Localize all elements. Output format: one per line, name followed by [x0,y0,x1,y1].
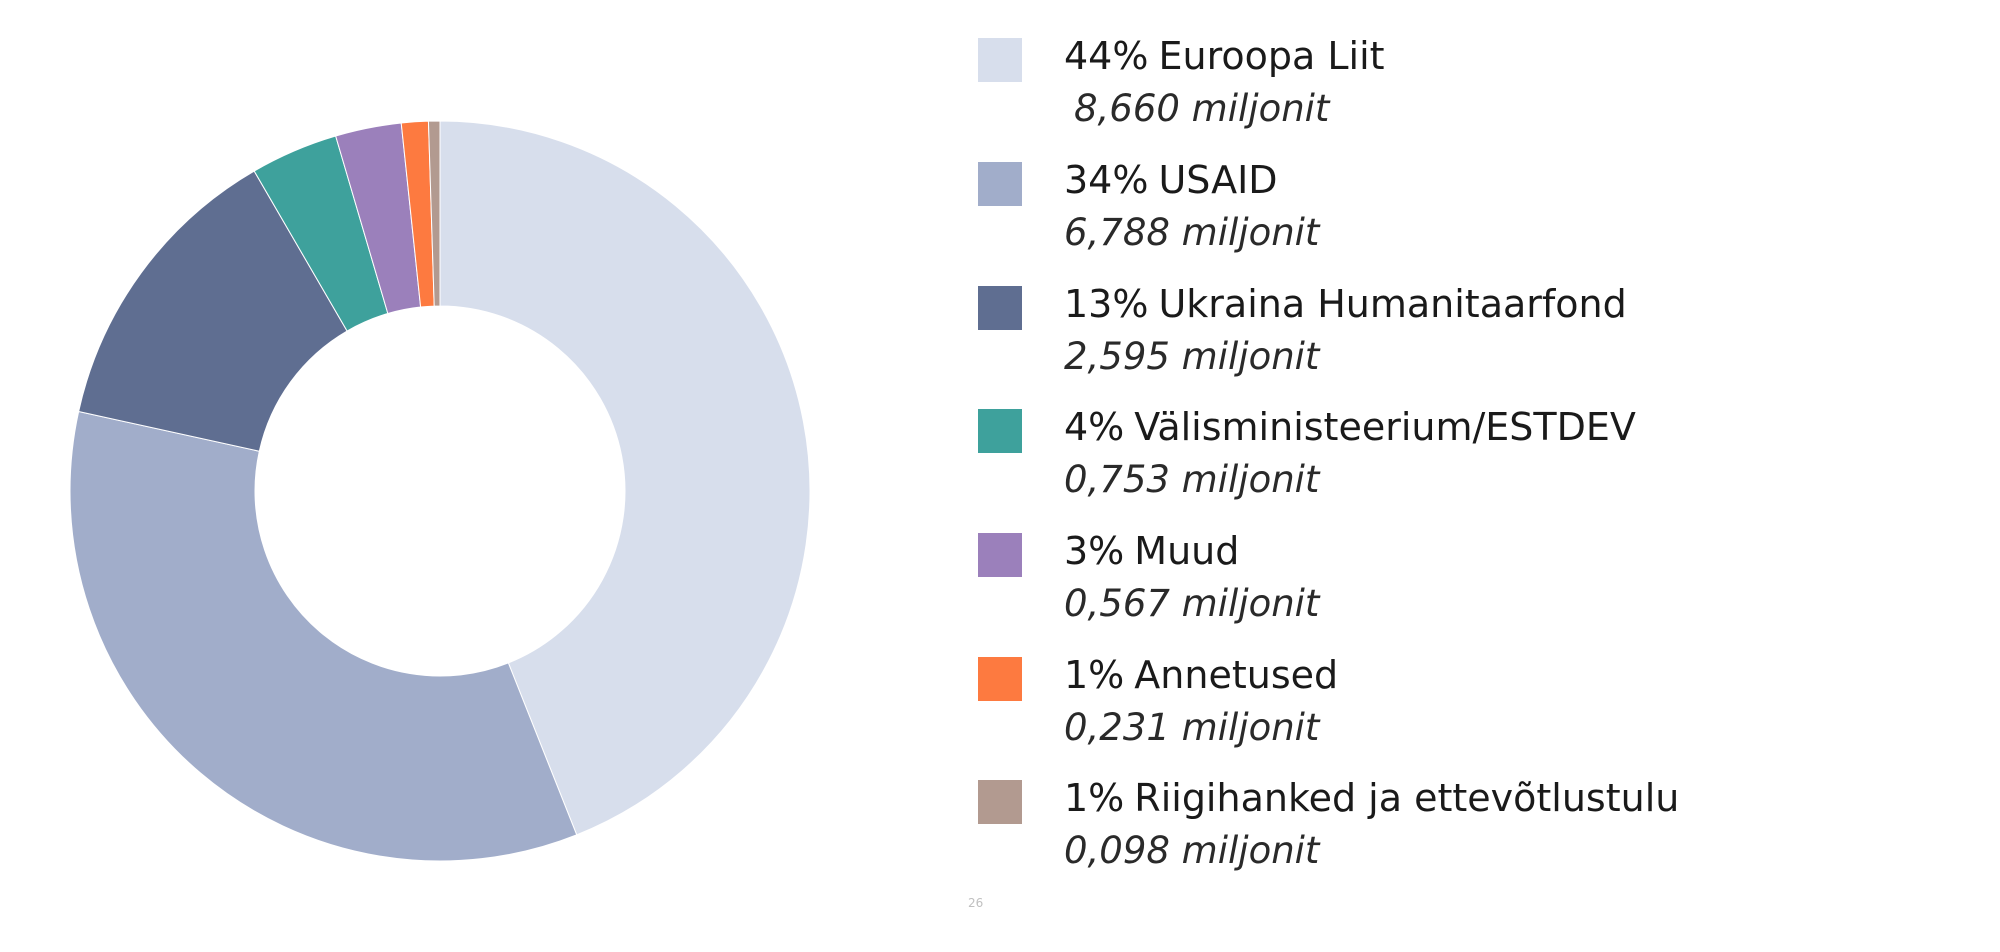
legend-label: 1% Riigihanked ja ettevõtlustulu [1064,772,1679,824]
legend-percent: 34% [1064,158,1149,202]
legend-swatch [978,162,1022,206]
legend-name: Ukraina Humanitaarfond [1158,282,1627,326]
legend-amount: 0,753 miljonit [1064,458,1320,501]
legend-amount: 2,595 miljonit [1064,335,1320,378]
legend-name: Annetused [1134,653,1339,697]
legend-swatch [978,657,1022,701]
donut-slice-1 [69,410,578,862]
legend-item-muud: 3% Muud 0,567 miljonit [978,495,1978,625]
legend-label: 1% Annetused [1064,649,1338,701]
legend-percent: 13% [1064,282,1149,326]
legend-percent: 44% [1064,34,1149,78]
legend-percent: 1% [1064,653,1125,697]
legend-item-ukraina-humanitaarfond: 13% Ukraina Humanitaarfond 2,595 miljonit [978,248,1978,378]
legend-item-valisministeerium-estdev: 4% Välisministeerium/ESTDEV 0,753 miljoni… [978,371,1978,501]
donut-slice-6 [427,120,441,307]
legend-item-usaid: 34% USAID 6,788 miljonit [978,124,1978,254]
legend-name: Välisministeerium/ESTDEV [1134,405,1636,449]
legend-swatch [978,409,1022,453]
chart-legend: 44% Euroopa Liit 8,660 miljonit 34% USAID … [978,0,1978,952]
legend-amount: 6,788 miljonit [1064,211,1320,254]
legend-label: 3% Muud [1064,525,1239,577]
legend-swatch [978,286,1022,330]
legend-amount: 0,567 miljonit [1064,582,1320,625]
donut-slice-0 [439,120,811,836]
legend-item-annetused: 1% Annetused 0,231 miljonit [978,619,1978,749]
legend-swatch [978,780,1022,824]
legend-swatch [978,38,1022,82]
legend-percent: 3% [1064,529,1125,573]
legend-name: USAID [1158,158,1278,202]
legend-amount: 8,660 miljonit [1074,87,1330,130]
legend-label: 13% Ukraina Humanitaarfond [1064,278,1627,330]
legend-label: 44% Euroopa Liit [1064,30,1385,82]
donut-slice-2 [78,170,348,452]
legend-name: Muud [1134,529,1240,573]
donut-chart [69,120,811,862]
legend-label: 4% Välisministeerium/ESTDEV [1064,401,1636,453]
legend-percent: 1% [1064,776,1125,820]
legend-item-euroopa-liit: 44% Euroopa Liit 8,660 miljonit [978,0,1978,130]
legend-item-riigihanked: 1% Riigihanked ja ettevõtlustulu 0,098 mi… [978,742,1978,872]
legend-label: 34% USAID [1064,154,1278,206]
legend-name: Riigihanked ja ettevõtlustulu [1134,776,1680,820]
legend-swatch [978,533,1022,577]
legend-amount: 0,098 miljonit [1064,829,1320,872]
legend-name: Euroopa Liit [1158,34,1385,78]
legend-percent: 4% [1064,405,1125,449]
legend-amount: 0,231 miljonit [1064,706,1320,749]
page-number: 26 [968,896,984,910]
